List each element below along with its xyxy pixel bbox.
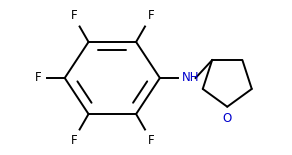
Text: F: F	[147, 9, 154, 22]
Text: O: O	[223, 112, 232, 125]
Text: F: F	[70, 9, 77, 22]
Text: F: F	[70, 134, 77, 147]
Text: F: F	[147, 134, 154, 147]
Text: F: F	[35, 71, 42, 84]
Text: NH: NH	[182, 71, 199, 84]
